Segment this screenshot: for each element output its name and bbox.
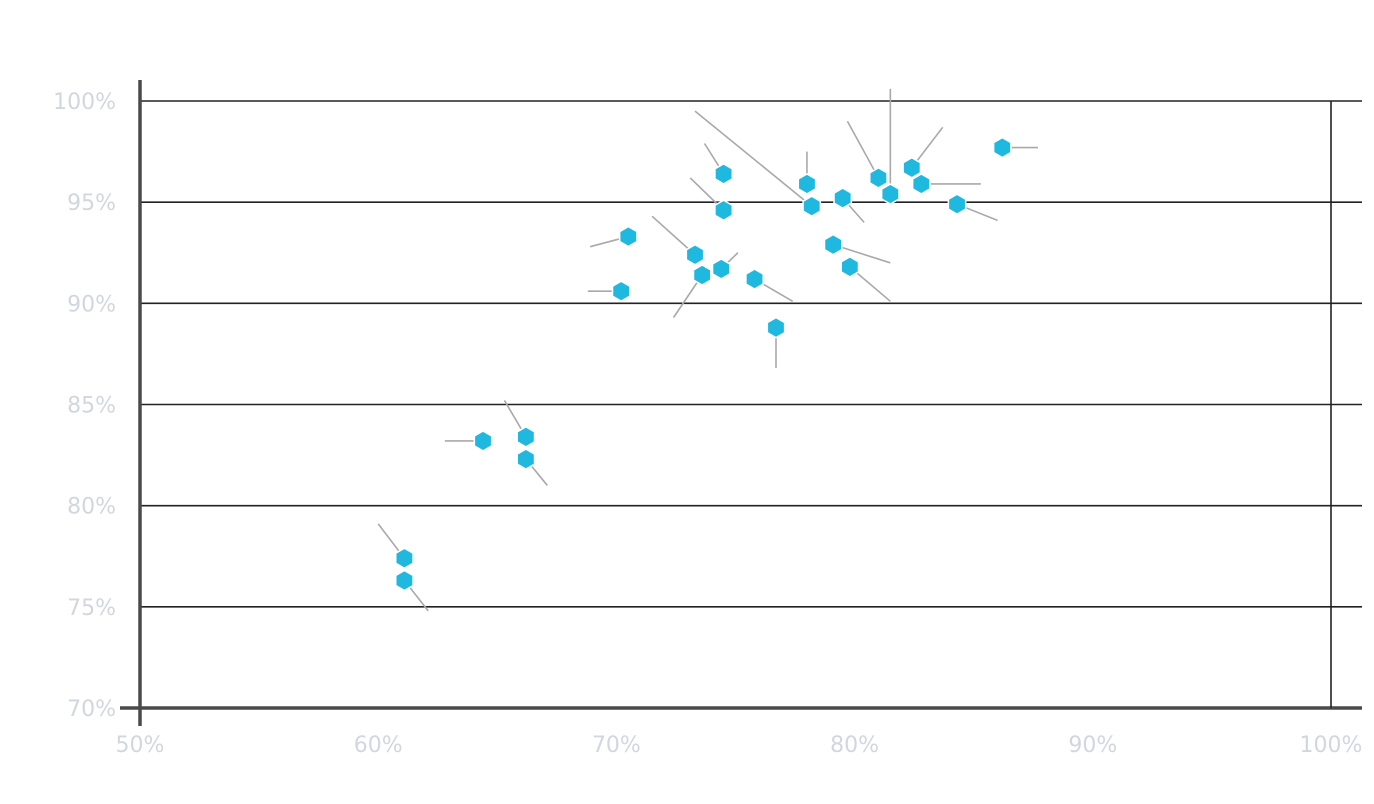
x-tick-label: 80% xyxy=(830,733,879,758)
data-point[interactable] xyxy=(714,199,733,222)
data-point[interactable] xyxy=(394,569,414,592)
leader-line xyxy=(832,243,891,264)
y-tick-label: 95% xyxy=(67,191,116,216)
data-point[interactable] xyxy=(692,264,712,286)
data-point[interactable] xyxy=(766,316,786,339)
data-point[interactable] xyxy=(833,187,853,209)
gridlines xyxy=(140,100,1362,608)
data-point[interactable] xyxy=(618,225,638,248)
data-point[interactable] xyxy=(473,430,493,452)
data-point[interactable] xyxy=(802,195,822,218)
data-points xyxy=(394,136,1012,592)
data-point[interactable] xyxy=(611,280,631,303)
axes xyxy=(120,80,1362,726)
data-point[interactable] xyxy=(869,167,888,189)
data-point[interactable] xyxy=(745,268,764,290)
leader-lines xyxy=(377,88,1039,612)
y-tick-label: 80% xyxy=(67,495,116,520)
y-tick-label: 75% xyxy=(67,596,116,621)
data-point[interactable] xyxy=(711,258,731,280)
data-point[interactable] xyxy=(516,426,536,448)
y-tick-label: 70% xyxy=(67,697,116,722)
data-point[interactable] xyxy=(685,243,705,266)
data-point[interactable] xyxy=(823,233,843,256)
data-point[interactable] xyxy=(902,156,922,179)
data-point[interactable] xyxy=(516,448,536,470)
x-tick-label: 90% xyxy=(1068,733,1117,758)
x-tick-label: 50% xyxy=(116,733,165,758)
data-point[interactable] xyxy=(947,193,967,216)
leader-line xyxy=(694,110,813,207)
y-tick-label: 85% xyxy=(67,394,116,419)
x-tick-label: 60% xyxy=(354,733,403,758)
data-point[interactable] xyxy=(840,256,860,278)
data-point[interactable] xyxy=(714,162,733,185)
leader-line xyxy=(846,120,880,179)
x-tick-label: 100% xyxy=(1300,733,1363,758)
y-tick-labels: 100% 95% 90% 85% 80% 75% 70% xyxy=(53,90,116,722)
data-point[interactable] xyxy=(880,183,900,205)
y-tick-label: 100% xyxy=(53,90,116,115)
data-point[interactable] xyxy=(911,173,931,195)
data-point[interactable] xyxy=(797,173,817,195)
x-tick-labels: 50% 60% 70% 80% 90% 100% xyxy=(116,733,1363,758)
data-point[interactable] xyxy=(992,136,1012,159)
x-tick-label: 70% xyxy=(592,733,641,758)
data-point[interactable] xyxy=(394,547,414,570)
y-tick-label: 90% xyxy=(67,292,116,317)
